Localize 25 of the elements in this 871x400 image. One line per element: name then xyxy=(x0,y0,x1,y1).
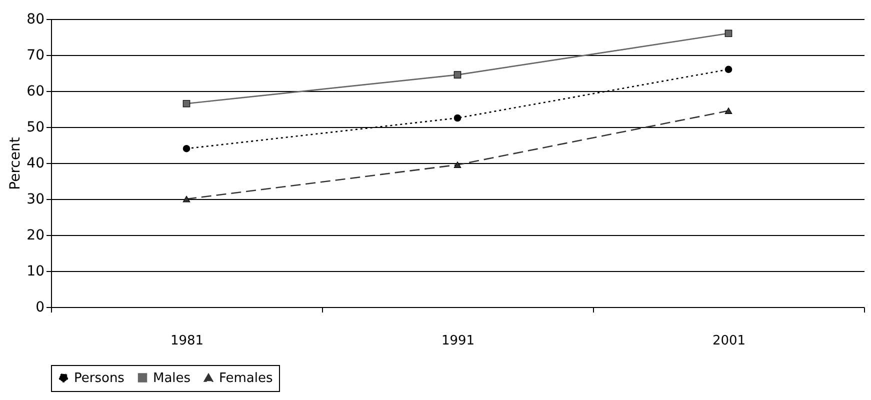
y-tick-label: 60 xyxy=(26,84,44,100)
point xyxy=(724,108,732,114)
legend-label: Males xyxy=(153,370,191,386)
point xyxy=(724,30,732,38)
point xyxy=(182,144,190,152)
point xyxy=(182,196,190,202)
point xyxy=(454,114,462,122)
point xyxy=(454,71,462,78)
y-axis-title: Percent xyxy=(8,136,24,190)
y-tick-label: 0 xyxy=(36,300,44,316)
point xyxy=(454,162,462,168)
y-tick-label: 70 xyxy=(26,48,44,64)
y-tick-label: 40 xyxy=(26,156,44,172)
y-tick-label: 50 xyxy=(26,120,44,136)
point xyxy=(182,100,190,108)
y-tick-label: 30 xyxy=(26,192,44,208)
y-tick-label: 10 xyxy=(26,264,44,280)
y-tick-label: 20 xyxy=(26,228,44,244)
x-tick-label: 2001 xyxy=(712,334,746,348)
x-tick-label: 1981 xyxy=(170,334,204,348)
legend-label: Females xyxy=(219,370,274,386)
y-tick-label: 80 xyxy=(26,12,44,28)
x-tick-label: 1991 xyxy=(441,334,475,348)
point xyxy=(724,66,732,74)
legend-label: Persons xyxy=(74,370,125,386)
